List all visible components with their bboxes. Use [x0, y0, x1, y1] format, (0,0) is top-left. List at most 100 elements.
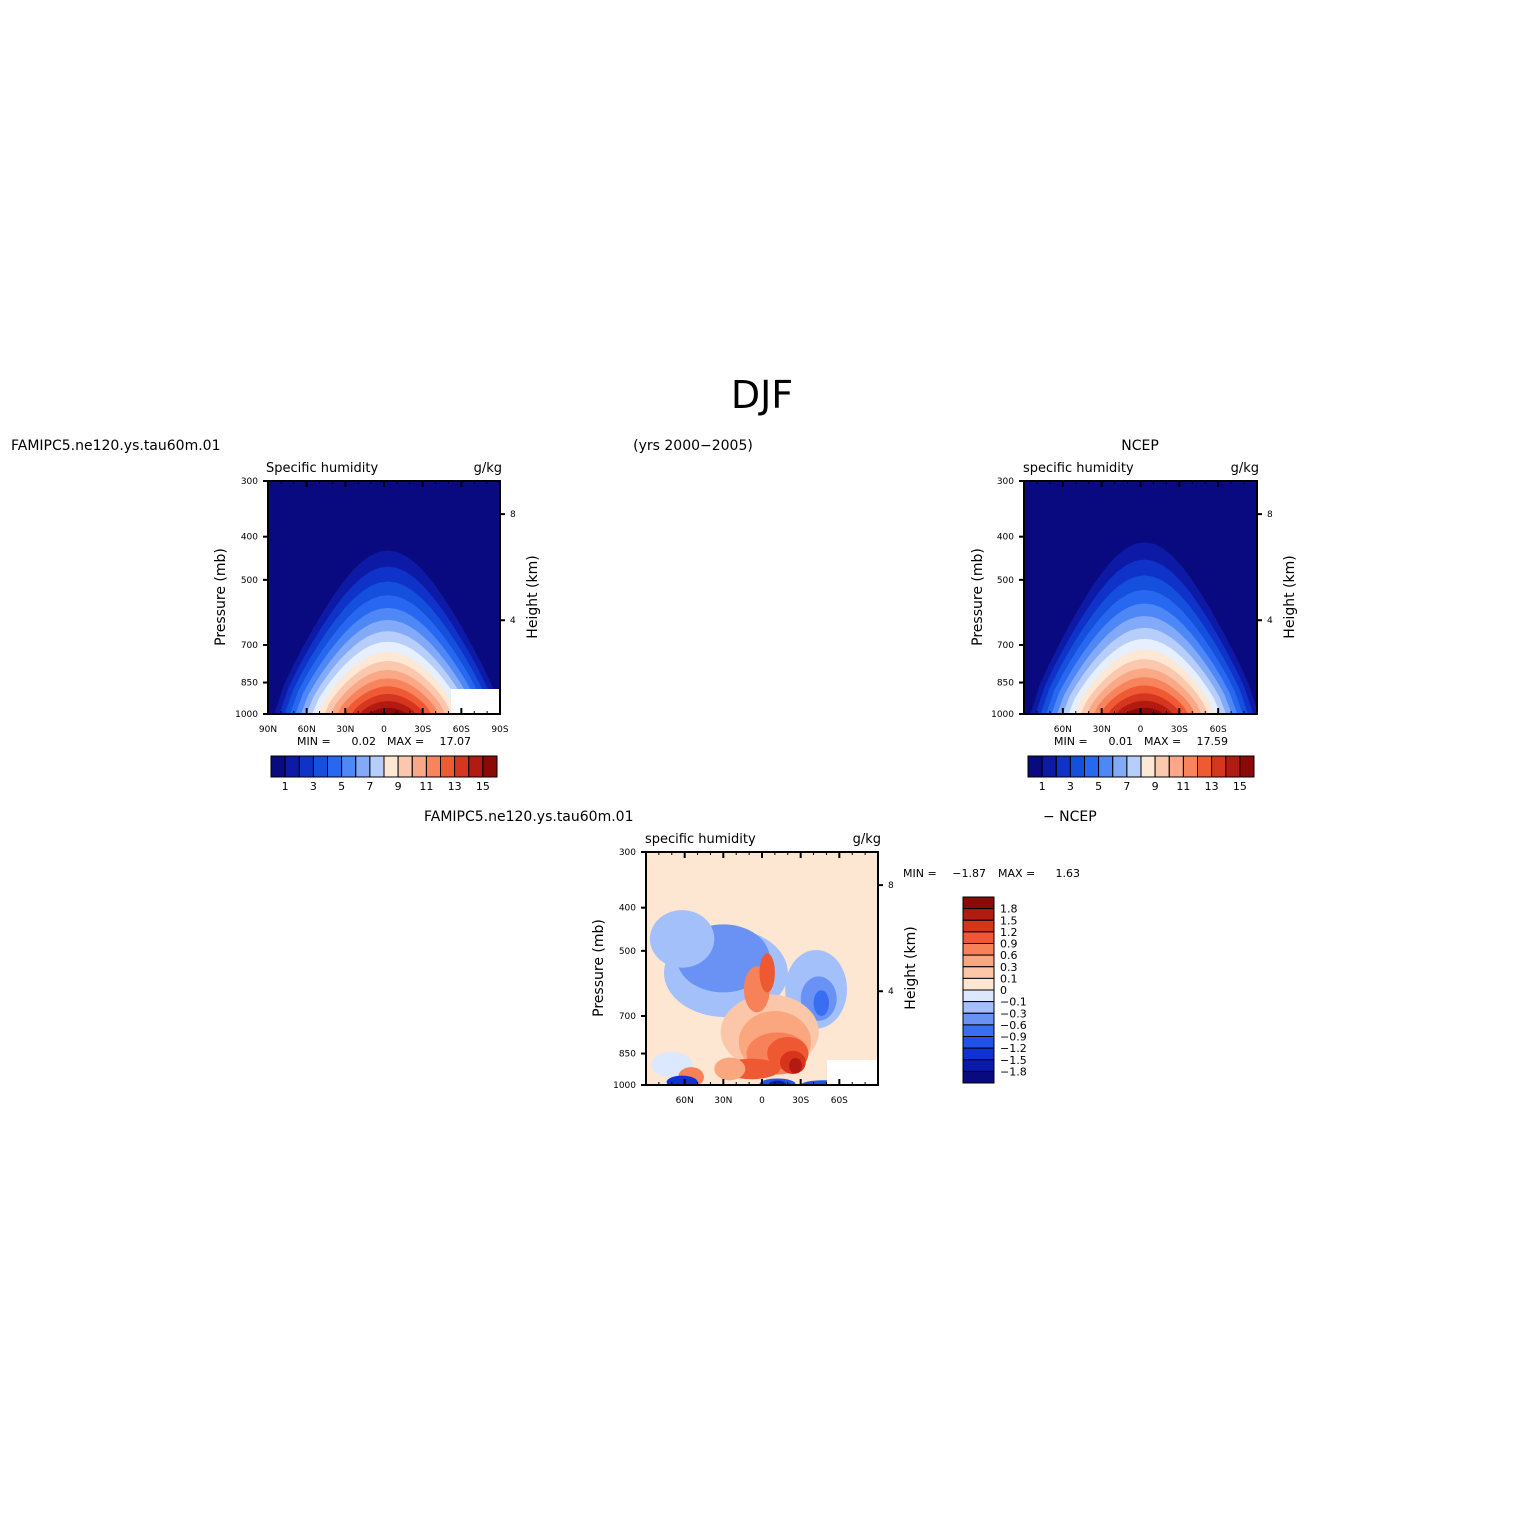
y-tick-label: 700 [241, 641, 258, 651]
colorbar-box [962, 943, 995, 956]
colorbar-label: −0.1 [1000, 996, 1027, 1009]
colorbar-label: 7 [366, 780, 373, 793]
colorbar-label: 5 [1095, 780, 1102, 793]
colorbar-box [962, 1059, 995, 1072]
y-tick-label: 300 [619, 848, 636, 858]
colorbar-label: −1.2 [1000, 1042, 1027, 1055]
contour-level [649, 910, 715, 968]
x-tick-label: 0 [381, 725, 387, 735]
colorbar-label: 13 [448, 780, 462, 793]
colorbar-box [1168, 755, 1184, 778]
colorbar-box [1197, 755, 1213, 778]
obs-max-label: MAX = [1144, 735, 1181, 748]
colorbar-label: 1 [1039, 780, 1046, 793]
x-tick-label: 0 [1138, 725, 1144, 735]
obs-y2label: Height (km) [1282, 555, 1298, 638]
colorbar-box [1055, 755, 1071, 778]
figure-title: DJF [731, 373, 793, 417]
x-tick-label: 60S [831, 1096, 848, 1106]
model-min-label: MIN = [297, 735, 331, 748]
y-tick-label: 400 [997, 533, 1014, 543]
model-ylabel: Pressure (mb) [213, 548, 229, 646]
colorbar-label: −1.8 [1000, 1065, 1027, 1078]
model-contour-field [268, 481, 500, 714]
colorbar-box [341, 755, 357, 778]
colorbar-label: 3 [310, 780, 317, 793]
y-tick-label: 500 [997, 576, 1014, 586]
colorbar-box [284, 755, 300, 778]
colorbar-box [1098, 755, 1114, 778]
y-tick-label: 500 [619, 947, 636, 957]
colorbar-label: 1.5 [1000, 914, 1018, 927]
model-colorbar: 1 3 5 7 9 11 13 15 [270, 755, 498, 793]
colorbar-box [1069, 755, 1086, 778]
colorbar-label: 0.3 [1000, 961, 1018, 974]
y-tick-label: 400 [241, 533, 258, 543]
contour-level [759, 953, 775, 993]
x-tick-label: 90N [259, 725, 277, 735]
model-max-label: MAX = [387, 735, 424, 748]
diff-colorbar: 1.81.51.20.90.60.30.10−0.1−0.3−0.6−0.9−1… [962, 896, 1027, 1084]
colorbar-box [1154, 755, 1170, 778]
obs-min-value: 0.01 [1109, 735, 1134, 748]
obs-ylabel: Pressure (mb) [970, 548, 986, 646]
left-header: FAMIPC5.ne120.ys.tau60m.01 [11, 438, 220, 454]
colorbar-label: 11 [1176, 780, 1190, 793]
colorbar-label: 0.6 [1000, 949, 1018, 962]
x-tick-label: 30N [714, 1096, 732, 1106]
colorbar-label: 15 [1233, 780, 1247, 793]
center-header: (yrs 2000−2005) [633, 438, 753, 454]
contour-level [813, 990, 829, 1016]
y-tick-label: 1000 [613, 1081, 636, 1091]
colorbar-box [962, 908, 995, 921]
model-title-left: Specific humidity [266, 461, 378, 476]
contour-level [789, 1058, 802, 1074]
model-max-value: 17.07 [440, 735, 472, 748]
obs-contour-field [1024, 481, 1257, 714]
model-title-right: g/kg [474, 461, 502, 476]
y-tick-label: 850 [619, 1050, 636, 1060]
y-tick-label: 700 [619, 1012, 636, 1022]
colorbar-box [962, 966, 995, 979]
right-header: NCEP [1121, 438, 1159, 454]
contour-level [666, 1075, 698, 1085]
y-tick-label: 300 [997, 477, 1014, 487]
colorbar-box [1041, 755, 1057, 778]
panel-obs: 300 400 500 700 850 1000 8 4 60N 30N 0 30S 60S speci… [970, 461, 1298, 793]
y-tick-label: 850 [241, 679, 258, 689]
y-tick-label: 1000 [991, 710, 1014, 720]
colorbar-label: 9 [395, 780, 402, 793]
diff-header-left: FAMIPC5.ne120.ys.tau60m.01 [424, 809, 633, 825]
y-tick-label: 850 [997, 679, 1014, 689]
obs-max-value: 17.59 [1197, 735, 1229, 748]
colorbar-box [312, 755, 328, 778]
colorbar-label: 0.9 [1000, 938, 1018, 951]
colorbar-box [962, 896, 995, 910]
x-tick-label: 30S [792, 1096, 809, 1106]
diff-title-right: g/kg [853, 832, 881, 847]
y2-tick-label: 8 [888, 881, 894, 891]
colorbar-label: −1.5 [1000, 1054, 1027, 1067]
colorbar-box [962, 1001, 995, 1014]
colorbar-label: 1 [282, 780, 289, 793]
diff-contours [649, 910, 848, 1085]
x-tick-label: 60N [676, 1096, 694, 1106]
x-tick-label: 60N [298, 725, 316, 735]
x-tick-label: 90S [491, 725, 508, 735]
x-tick-label: 60S [1210, 725, 1227, 735]
x-tick-label: 0 [759, 1096, 765, 1106]
colorbar-label: 15 [476, 780, 490, 793]
colorbar-box [468, 755, 484, 778]
obs-title-right: g/kg [1231, 461, 1259, 476]
colorbar-box [1027, 755, 1043, 778]
obs-min-label: MIN = [1054, 735, 1088, 748]
colorbar-box [369, 755, 385, 778]
colorbar-label: 3 [1067, 780, 1074, 793]
diff-axes: 300 400 500 700 850 1000 8 4 60N 30N 0 30S 60S [613, 848, 894, 1106]
diff-missing-region [827, 1060, 878, 1085]
colorbar-label: 1.8 [1000, 903, 1018, 916]
panel-diff: 300 400 500 700 850 1000 8 4 60N 30N 0 30S 60S speci… [591, 832, 1080, 1106]
colorbar-label: 1.2 [1000, 926, 1018, 939]
colorbar-box [1126, 755, 1142, 778]
obs-axes: 300 400 500 700 850 1000 8 4 60N 30N 0 30S 60S [991, 477, 1273, 735]
